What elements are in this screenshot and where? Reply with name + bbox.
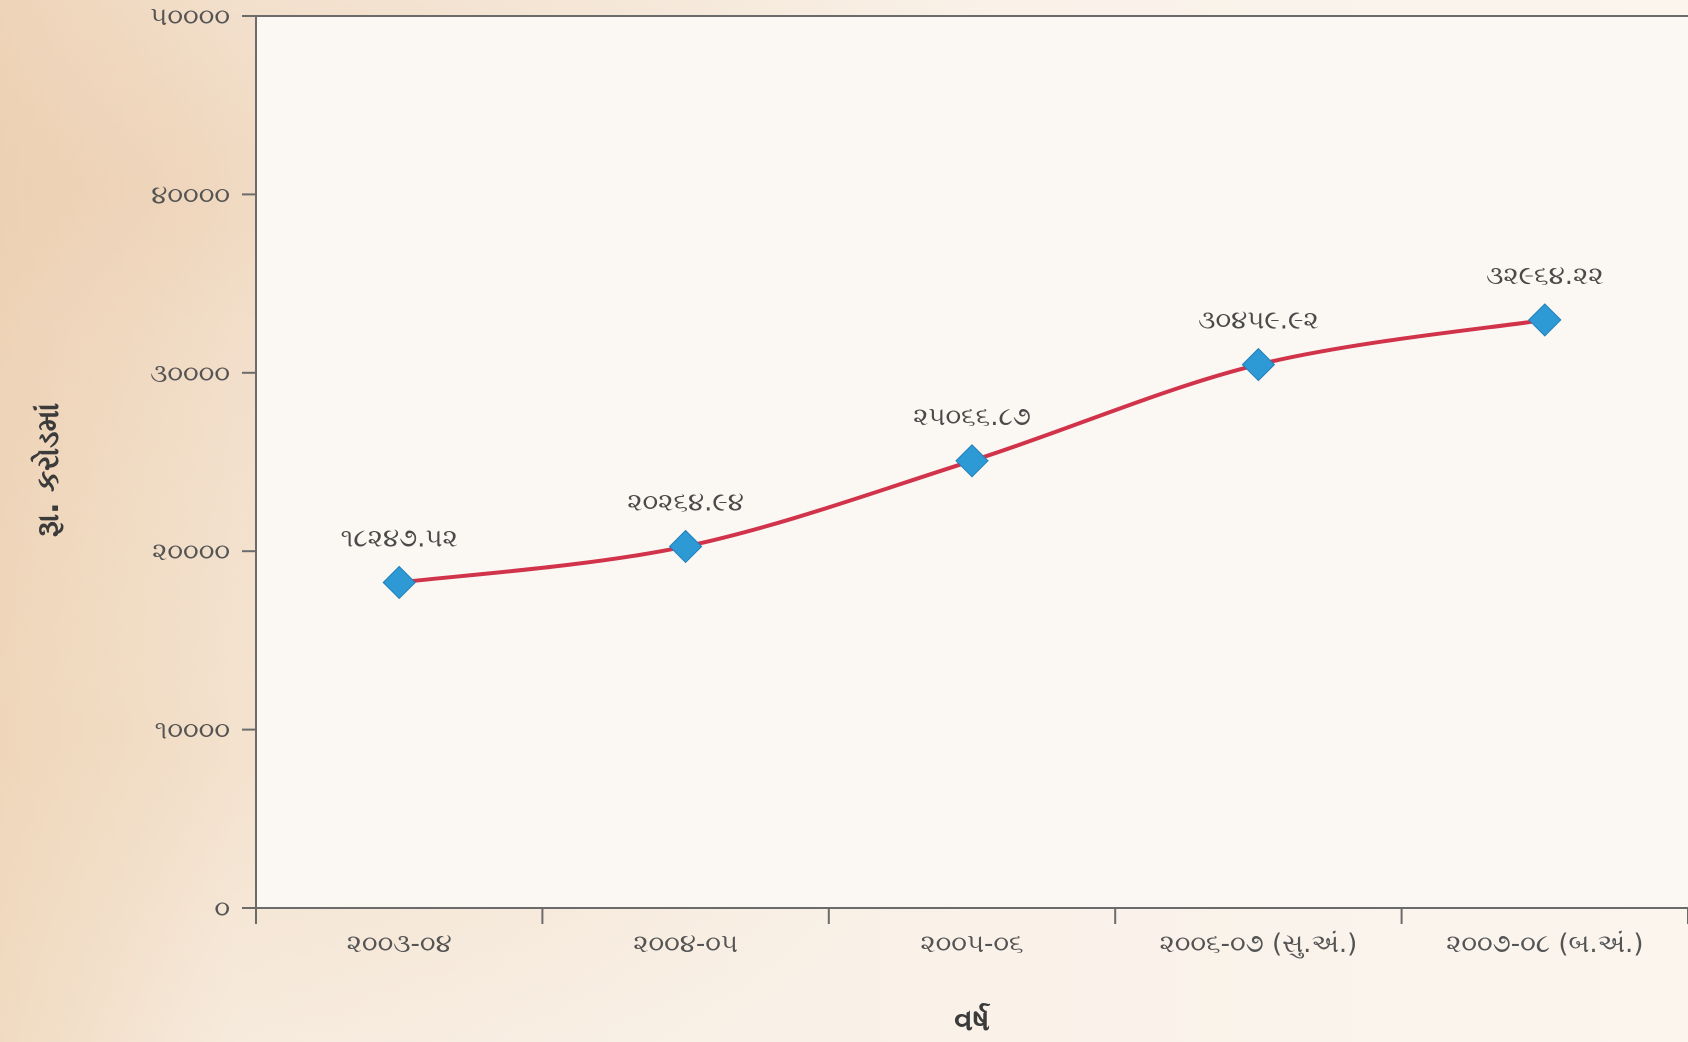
x-tick-label: ૨૦૦૪-૦૫ <box>633 929 738 959</box>
y-axis-title: રૂા. કરોડમાં <box>30 403 66 537</box>
data-point-marker <box>1528 303 1562 337</box>
data-point-marker <box>668 529 703 564</box>
y-tick-label: ૫૦૦૦૦ <box>150 2 230 32</box>
data-label: ૩૦૪૫૯.૯૨ <box>1198 306 1318 336</box>
y-tick-label: ૪૦૦૦૦ <box>151 180 230 210</box>
y-tick-label: ૧૦૦૦૦ <box>155 716 230 746</box>
x-tick-label: ૨૦૦૭-૦૮ (બ.અં.) <box>1446 929 1643 959</box>
data-label: ૩૨૯૬૪.૨૨ <box>1486 261 1603 291</box>
y-tick-label: ૩૦૦૦૦ <box>150 359 230 389</box>
y-tick-label: ૦ <box>214 894 230 924</box>
x-tick-label: ૨૦૦૩-૦૪ <box>347 929 452 959</box>
x-axis: ૨૦૦૩-૦૪ ૨૦૦૪-૦૫ ૨૦૦૫-૦૬ ૨૦૦૬-૦૭ (સુ.અં.) ૨૦૦… <box>255 15 1688 959</box>
y-tick-label: ૨૦૦૦૦ <box>152 537 230 567</box>
y-axis: ૦ ૧૦૦૦૦ ૨૦૦૦૦ ૩૦૦૦૦ ૪૦૦૦૦ ૫૦૦૦૦ <box>150 2 257 924</box>
data-point-marker <box>955 444 989 478</box>
series: ૧૮૨૪૭.૫૨ ૨૦૨૬૪.૯૪ ૨૫૦૬૬.૮૭ ૩૦૪૫૯.૯૨ ૩૨૯૬૪.૨૨ <box>341 261 1604 600</box>
data-label: ૨૫૦૬૬.૮૭ <box>913 402 1031 432</box>
data-point-marker <box>1241 347 1276 382</box>
data-label: ૧૮૨૪૭.૫૨ <box>341 523 458 553</box>
x-axis-title: વર્ષ <box>954 1003 990 1038</box>
x-tick-label: ૨૦૦૫-૦૬ <box>920 929 1023 959</box>
data-label: ૨૦૨૬૪.૯૪ <box>627 487 744 517</box>
x-tick-label: ૨૦૦૬-૦૭ (સુ.અં.) <box>1159 929 1357 959</box>
data-point-marker <box>382 565 416 600</box>
